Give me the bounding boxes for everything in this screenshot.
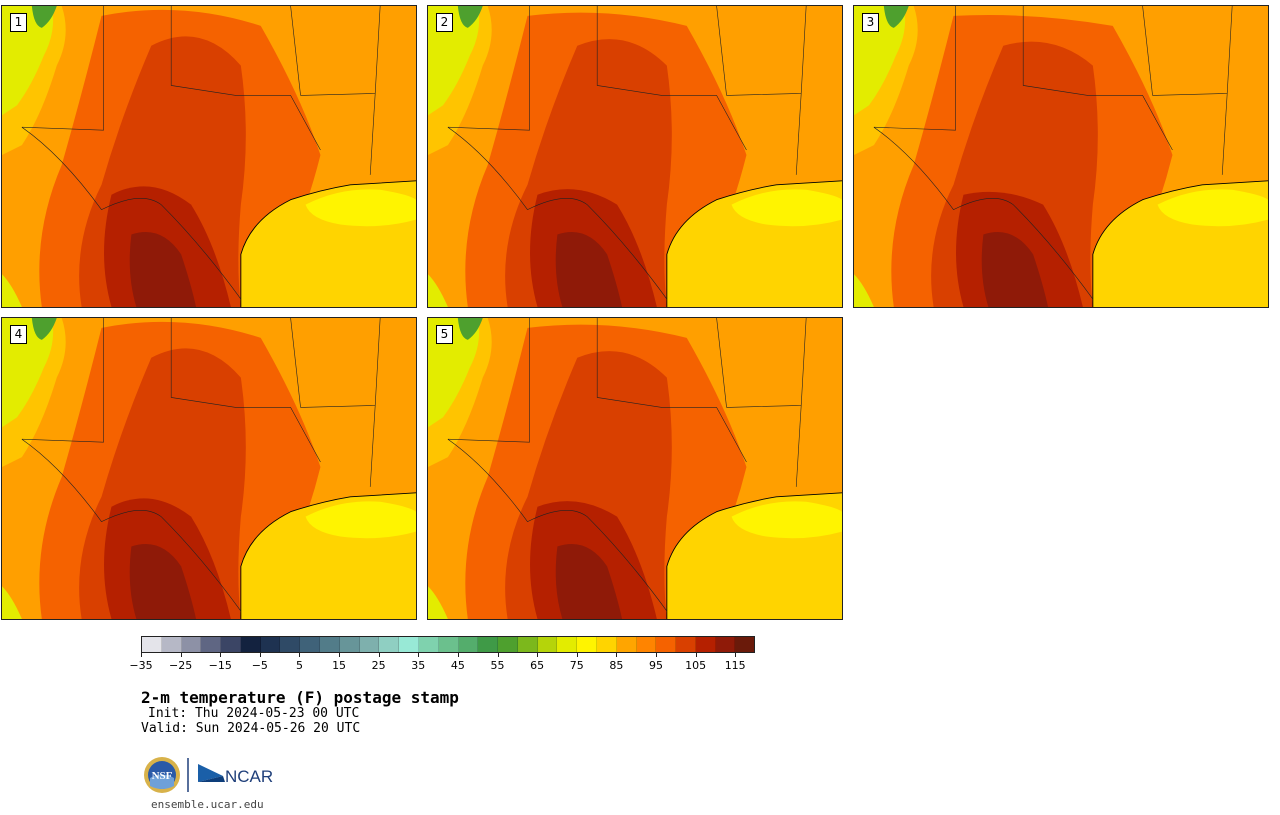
colorbar-swatch (142, 637, 162, 652)
colorbar-tick (339, 653, 341, 657)
colorbar-tick (378, 653, 380, 657)
colorbar-tick (220, 653, 222, 657)
website-url: ensemble.ucar.edu (151, 798, 264, 811)
colorbar-swatch (181, 637, 202, 652)
colorbar-tick-label: −5 (251, 659, 268, 672)
colorbar-swatch (240, 637, 261, 652)
colorbar-swatch (339, 637, 360, 652)
colorbar-swatch (695, 637, 716, 652)
colorbar-swatch (161, 637, 182, 652)
colorbar-tick-label: −25 (169, 659, 193, 672)
colorbar-tick (457, 653, 459, 657)
colorbar-tick (141, 653, 142, 657)
colorbar-tick-label: 15 (332, 659, 347, 672)
colorbar-swatch (458, 637, 479, 652)
colorbar-swatch (596, 637, 617, 652)
colorbar-swatch (676, 637, 696, 652)
temperature-map-3 (854, 6, 1268, 307)
colorbar-swatch (379, 637, 400, 652)
colorbar-tick (655, 653, 657, 657)
colorbar-tick-label: 75 (569, 659, 584, 672)
colorbar-swatch (557, 637, 578, 652)
colorbar-tick (299, 653, 301, 657)
colorbar-tick-label: 65 (530, 659, 545, 672)
colorbar-swatch (359, 637, 380, 652)
colorbar-tick (576, 653, 578, 657)
member-panel-3: 3 (853, 5, 1269, 308)
colorbar-tick-label: 85 (609, 659, 624, 672)
colorbar-swatch (517, 637, 538, 652)
temperature-map-1 (2, 6, 416, 307)
colorbar-swatch (399, 637, 419, 652)
colorbar-tick (180, 653, 182, 657)
colorbar-tick-label: 25 (371, 659, 386, 672)
panel-label-1: 1 (10, 13, 27, 32)
colorbar-swatch (577, 637, 597, 652)
ncar-logo-icon: NCAR (198, 764, 273, 786)
member-panel-2: 2 (427, 5, 843, 308)
member-panel-1: 1 (1, 5, 417, 308)
member-panel-4: 4 (1, 317, 417, 620)
colorbar-swatch (201, 637, 222, 652)
colorbar-swatch (636, 637, 657, 652)
member-panel-5: 5 (427, 317, 843, 620)
temperature-map-2 (428, 6, 842, 307)
colorbar-tick (259, 653, 261, 657)
colorbar-swatch (498, 637, 518, 652)
colorbar-tick-label: 5 (295, 659, 303, 672)
colorbar-tick-label: 115 (724, 659, 746, 672)
svg-text:NCAR: NCAR (225, 767, 273, 786)
colorbar-tick (735, 653, 737, 657)
colorbar-tick-label: 35 (411, 659, 426, 672)
colorbar-ticks: −35 −25 −15 −5 5 15 25 35 45 55 65 75 85 95 105 115 (129, 653, 755, 673)
colorbar-swatch (616, 637, 637, 652)
plot-title: 2-m temperature (F) postage stamp (141, 688, 459, 707)
colorbar-tick (695, 653, 697, 657)
colorbar-swatch (715, 637, 736, 652)
valid-time: Valid: Sun 2024-05-26 20 UTC (141, 721, 361, 736)
colorbar-tick-label: 45 (450, 659, 465, 672)
colorbar-swatch (478, 637, 499, 652)
panel-label-3: 3 (862, 13, 879, 32)
colorbar-swatch (418, 637, 439, 652)
colorbar-swatch (656, 637, 677, 652)
colorbar-tick (418, 653, 420, 657)
nsf-seal-icon: NSF (144, 757, 180, 793)
panel-label-2: 2 (436, 13, 453, 32)
init-time: Init: Thu 2024-05-23 00 UTC (148, 706, 360, 721)
colorbar-tick-label: 95 (648, 659, 663, 672)
svg-text:NSF: NSF (152, 770, 173, 782)
colorbar-swatch (537, 637, 558, 652)
colorbar-swatch (221, 637, 241, 652)
panel-label-5: 5 (436, 325, 453, 344)
nsf-ncar-logo: NSF NCAR (144, 757, 273, 793)
colorbar-tick (537, 653, 539, 657)
colorbar-tick (616, 653, 618, 657)
colorbar-tick-label: 55 (490, 659, 505, 672)
colorbar-tick-label: −15 (208, 659, 232, 672)
colorbar (141, 636, 755, 653)
colorbar-tick-label: −35 (129, 659, 153, 672)
temperature-map-4 (2, 318, 416, 619)
panel-label-4: 4 (10, 325, 27, 344)
colorbar-swatch (280, 637, 301, 652)
colorbar-swatch (438, 637, 459, 652)
temperature-map-5 (428, 318, 842, 619)
colorbar-swatch (300, 637, 321, 652)
colorbar-swatch (320, 637, 340, 652)
colorbar-swatch (260, 637, 281, 652)
colorbar-swatch (735, 637, 755, 652)
colorbar-tick (497, 653, 499, 657)
colorbar-tick-label: 105 (685, 659, 707, 672)
